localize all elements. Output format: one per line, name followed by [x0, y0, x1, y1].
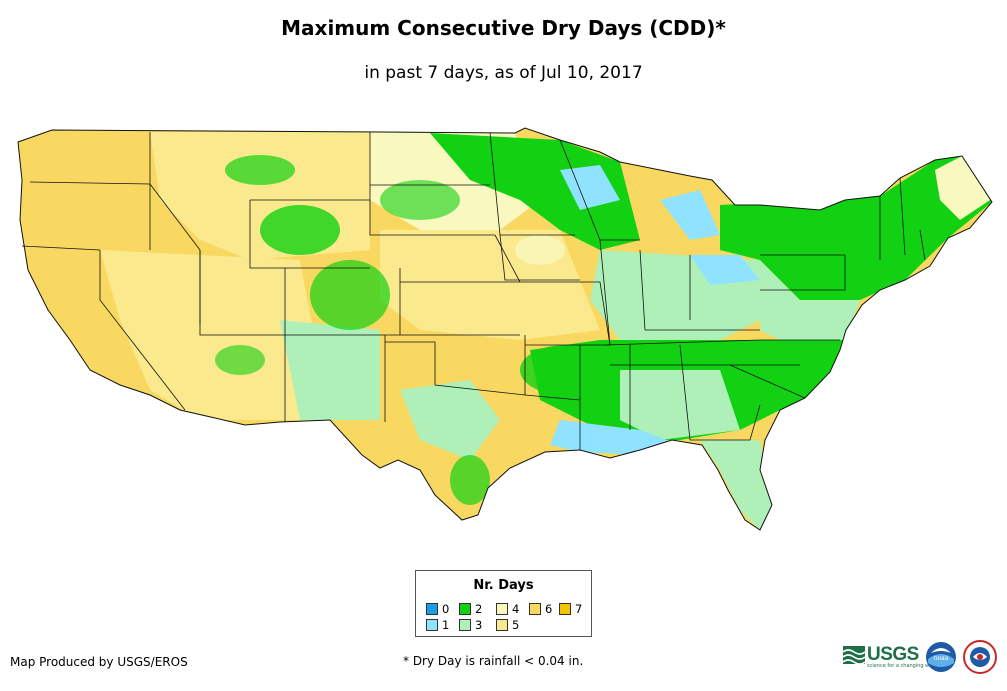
usgs-logo-text: USGS: [867, 644, 919, 665]
border-in-oh: [639, 249, 760, 331]
legend-label-2: 2: [475, 602, 483, 616]
patch-dakota: [380, 180, 460, 220]
legend-label-1: 1: [442, 618, 450, 632]
region-deep-south-light: [620, 370, 740, 440]
map-credit: Map Produced by USGS/EROS: [10, 655, 188, 669]
legend-title: Nr. Days: [473, 578, 534, 593]
legend-swatch-2: [459, 603, 471, 615]
border-mt-wy: [249, 199, 370, 269]
noaa-logo-text: noaa: [934, 655, 949, 662]
noaa-logo-icon: noaa: [926, 642, 956, 672]
border-co-nm: [285, 334, 400, 422]
border-or-ca: [21, 245, 101, 251]
legend-swatch-1: [426, 619, 438, 631]
patch-iowa: [515, 235, 565, 265]
border-id: [149, 132, 201, 251]
legend-swatch-5: [496, 619, 508, 631]
legend-swatch-7: [559, 603, 571, 615]
region-northeast: [720, 156, 992, 300]
legend-label-6: 6: [545, 602, 553, 616]
usgs-tagline: science for a changing world: [867, 663, 939, 669]
legend-label-5: 5: [512, 618, 520, 632]
region-gulf-coast: [550, 420, 680, 455]
border-mo-ar: [520, 281, 611, 401]
patch-montana: [225, 155, 295, 185]
border-ga-fl: [690, 404, 761, 441]
region-great-lakes-wi: [560, 165, 620, 210]
region-mid-atlantic: [760, 300, 860, 350]
legend-swatch-0: [426, 603, 438, 615]
state-borders: [17, 127, 993, 531]
dry-day-regions: [100, 132, 992, 530]
border-ms-al: [579, 344, 691, 450]
region-upper-midwest: [430, 133, 640, 250]
region-new-mexico-mix: [280, 320, 380, 420]
border-tn-ky: [604, 339, 800, 366]
patch-texas-east: [450, 455, 490, 505]
legend-swatch-6: [529, 603, 541, 615]
usgs-wave-icon: [843, 646, 865, 664]
border-dakotas: [369, 132, 495, 236]
region-florida: [700, 440, 772, 530]
region-great-lakes-oh: [690, 255, 760, 285]
legend-swatch-4: [496, 603, 508, 615]
legend-label-7: 7: [575, 602, 583, 616]
border-ut-az: [199, 250, 286, 422]
border-ne-ks: [399, 234, 521, 336]
legend-label-3: 3: [475, 618, 483, 632]
border-carolinas: [729, 339, 840, 399]
border-new-england: [879, 177, 926, 261]
legend-label-4: 4: [512, 602, 520, 616]
us-outline: [17, 127, 993, 531]
nws-logo-icon: [963, 640, 997, 674]
map-title: Maximum Consecutive Dry Days (CDD)*: [281, 16, 726, 40]
legend: Nr. Days 0 1 2 3 4 5 6 7: [415, 570, 592, 637]
usgs-logo: USGS science for a changing world: [843, 644, 939, 669]
patch-arkansas: [520, 345, 610, 395]
border-pa-ny: [760, 254, 846, 291]
map-subtitle: in past 7 days, as of Jul 10, 2017: [364, 63, 643, 83]
patch-wyoming: [260, 205, 340, 255]
patch-arizona: [215, 345, 265, 375]
legend-label-0: 0: [442, 602, 450, 616]
border-mn-ia: [489, 132, 580, 281]
border-wi-il: [559, 139, 640, 346]
dry-day-footnote: * Dry Day is rainfall < 0.04 in.: [403, 654, 584, 668]
patch-colorado: [310, 260, 390, 330]
border-wa-or: [29, 181, 151, 185]
legend-swatch-3: [459, 619, 471, 631]
region-maine-light: [935, 156, 990, 220]
region-texas-light: [400, 380, 500, 460]
region-great-lakes-mi: [660, 190, 720, 240]
